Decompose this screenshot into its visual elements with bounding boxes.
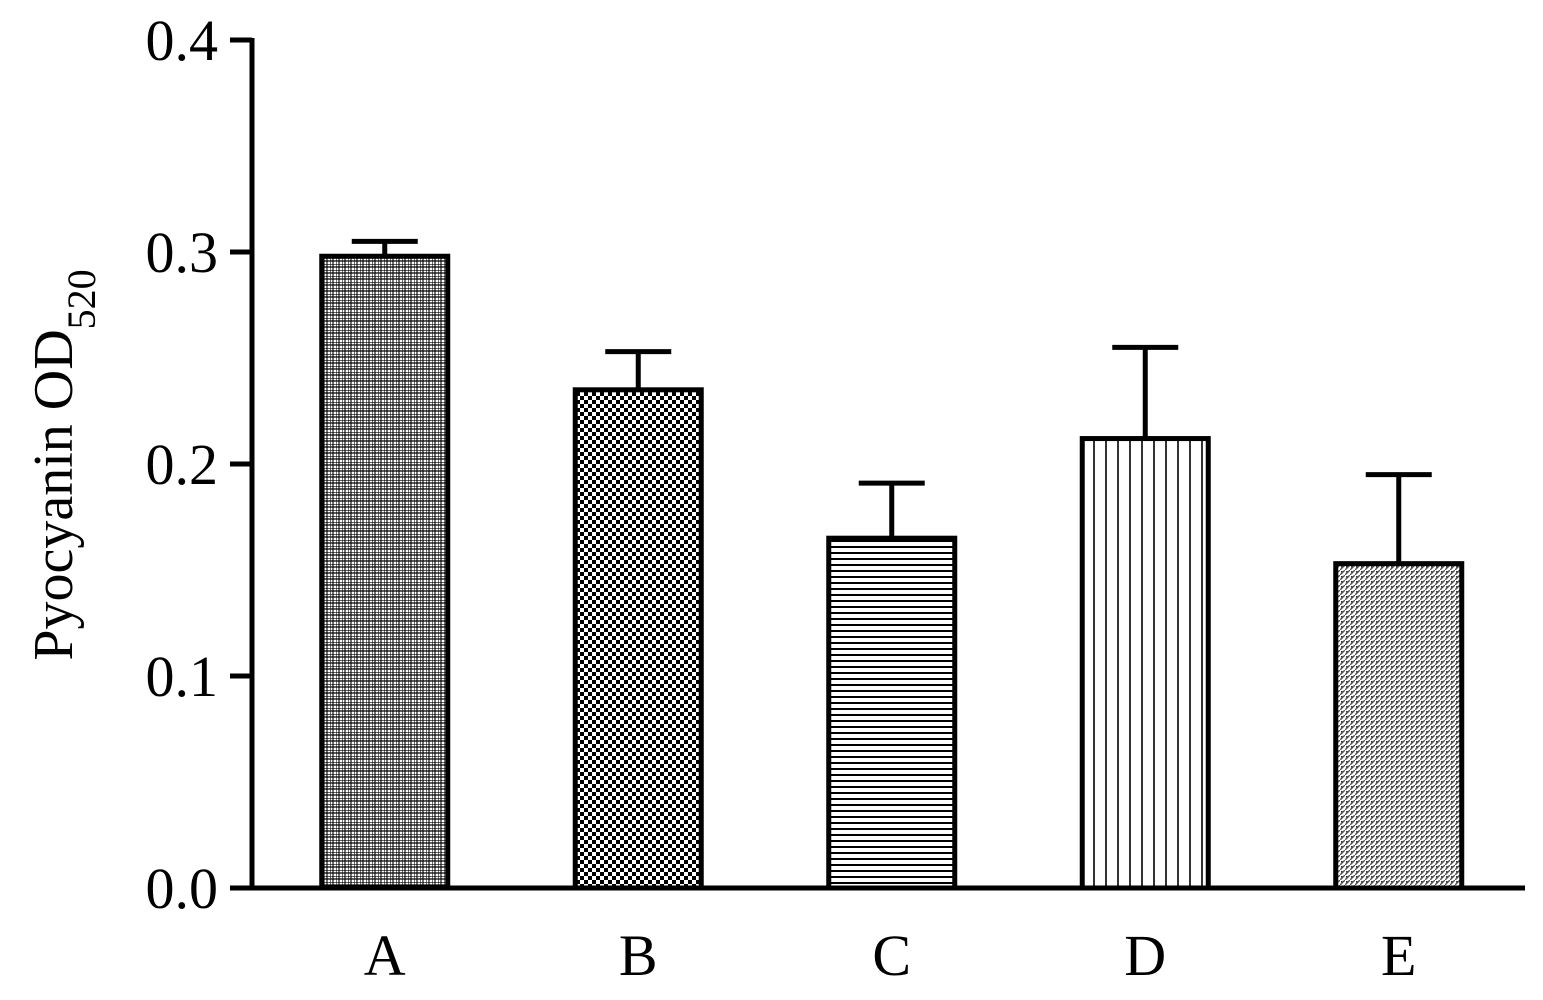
x-tick-label-A: A	[364, 923, 406, 988]
bar-D	[1079, 436, 1211, 891]
y-tick-label-0: 0.0	[146, 856, 219, 921]
y-tick-label-2: 0.2	[146, 432, 219, 497]
bar-B	[572, 387, 704, 891]
bar-C	[826, 535, 958, 891]
bar-A	[319, 253, 451, 891]
y-axis-title: Pyocyanin OD520	[23, 269, 104, 660]
y-tick-label-3: 0.3	[146, 220, 219, 285]
x-tick-label-E: E	[1381, 923, 1416, 988]
axes-layer: A B C D E 0.0 0.1 0.2 0.3 0.4	[146, 8, 1525, 988]
x-tick-label-B: B	[619, 923, 658, 988]
y-tick-label-4: 0.4	[146, 8, 219, 73]
error-bars-layer	[351, 238, 1432, 564]
y-tick-label-1: 0.1	[146, 644, 219, 709]
bar-E	[1333, 561, 1465, 891]
x-tick-label-D: D	[1124, 923, 1166, 988]
y-axis-title-subscript: 520	[59, 269, 104, 329]
y-axis-title-main: Pyocyanin OD	[23, 329, 85, 660]
x-tick-label-C: C	[872, 923, 911, 988]
bars-layer	[319, 253, 1465, 891]
